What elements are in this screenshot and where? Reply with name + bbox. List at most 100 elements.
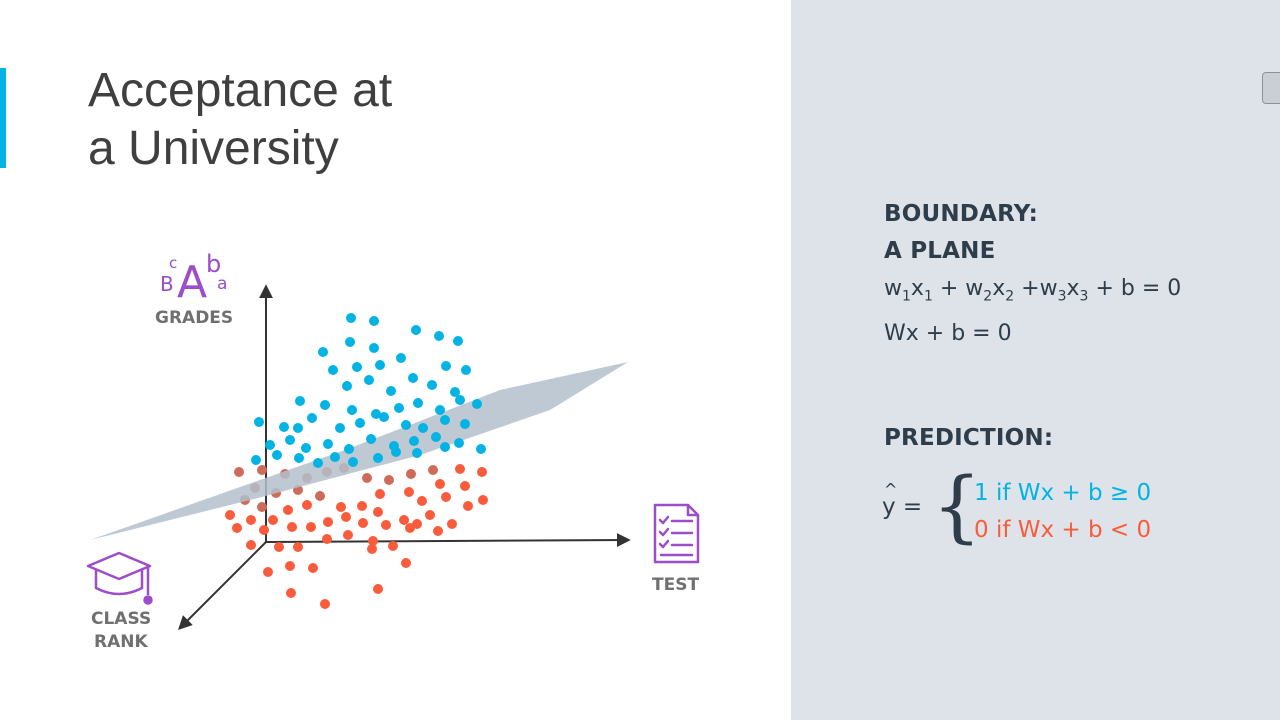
accepted-point <box>411 325 421 335</box>
accepted-point <box>472 399 482 409</box>
grade-letter-c: c <box>169 254 177 272</box>
accepted-point <box>408 373 418 383</box>
scatter-3d-diagram: B c A b a GRADES TEST CLASS RANK <box>86 250 700 652</box>
rejected-point <box>405 523 415 533</box>
rejected-point <box>315 491 325 501</box>
accepted-point <box>440 415 450 425</box>
rejected-point <box>246 540 256 550</box>
plane-equation-vector: Wx + b = 0 <box>884 321 1012 347</box>
rejected-point <box>447 519 457 529</box>
rejected-point <box>435 479 445 489</box>
graduation-cap-icon <box>86 551 153 605</box>
accepted-point <box>301 443 311 453</box>
slide-title-line1: Acceptance at <box>88 64 393 117</box>
rejected-point <box>287 522 297 532</box>
rejected-point <box>373 507 383 517</box>
accepted-point <box>455 395 465 405</box>
slide-title: Acceptance at a University <box>88 62 608 178</box>
rejected-point <box>357 501 367 511</box>
rejected-points <box>225 464 488 609</box>
rejected-point <box>234 467 244 477</box>
rejected-point <box>302 500 312 510</box>
rejected-point <box>257 502 267 512</box>
grades-icon: B c A b a <box>160 250 227 308</box>
accepted-point <box>330 452 340 462</box>
accent-bar <box>0 68 6 168</box>
rejected-point <box>417 496 427 506</box>
accepted-point <box>460 419 470 429</box>
rejected-point <box>401 558 411 568</box>
rejected-point <box>425 510 435 520</box>
curly-brace: { <box>932 462 982 552</box>
accepted-point <box>418 423 428 433</box>
accepted-point <box>412 448 422 458</box>
accepted-point <box>347 405 357 415</box>
boundary-heading-line1: BOUNDARY: <box>884 201 1039 227</box>
rejected-point <box>263 567 273 577</box>
corner-widget[interactable] <box>1262 72 1280 104</box>
accepted-point <box>342 381 352 391</box>
accepted-point <box>355 418 365 428</box>
rejected-point <box>368 536 378 546</box>
rejected-point <box>463 501 473 511</box>
accepted-point <box>375 360 385 370</box>
accepted-point <box>364 375 374 385</box>
accepted-point <box>307 413 317 423</box>
right-panel <box>791 0 1280 720</box>
rejected-point <box>373 584 383 594</box>
rejected-point <box>367 544 377 554</box>
test-document-icon <box>653 503 700 564</box>
accepted-point <box>391 447 401 457</box>
accepted-point <box>427 380 437 390</box>
prediction-case-reject: 0 if Wx + b < 0 <box>974 517 1152 543</box>
rejected-point <box>306 522 316 532</box>
accepted-point <box>328 365 338 375</box>
accepted-point <box>348 457 358 467</box>
accepted-point <box>346 313 356 323</box>
boundary-heading-line2: A PLANE <box>884 238 996 264</box>
class-rank-axis <box>178 541 267 630</box>
accepted-point <box>440 442 450 452</box>
accepted-point <box>461 365 471 375</box>
rejected-point <box>404 487 414 497</box>
accepted-point <box>454 438 464 448</box>
rejected-point <box>225 510 235 520</box>
accepted-point <box>295 396 305 406</box>
accepted-point <box>366 434 376 444</box>
rejected-point <box>341 512 351 522</box>
accepted-point <box>254 417 264 427</box>
slide-title-line2: a University <box>88 122 339 175</box>
rejected-point <box>323 517 333 527</box>
rejected-point <box>406 469 416 479</box>
rejected-point <box>293 542 303 552</box>
accepted-point <box>435 405 445 415</box>
rejected-point <box>375 489 385 499</box>
rejected-point <box>428 465 438 475</box>
rejected-point <box>433 526 443 536</box>
accepted-point <box>369 343 379 353</box>
prediction-section: PREDICTION: <box>884 420 1053 457</box>
rejected-point <box>286 588 296 598</box>
y-hat: y = <box>882 494 922 520</box>
accepted-point <box>265 440 275 450</box>
rejected-point <box>274 542 284 552</box>
rejected-point <box>358 518 368 528</box>
rejected-point <box>477 467 487 477</box>
grade-letter-a: a <box>217 274 227 294</box>
class-rank-label-line1: CLASS <box>91 609 151 629</box>
accepted-point <box>394 403 404 413</box>
rejected-point <box>362 473 372 483</box>
accepted-point <box>396 353 406 363</box>
accepted-point <box>413 398 423 408</box>
rejected-point <box>455 464 465 474</box>
rejected-point <box>399 515 409 525</box>
boundary-section: BOUNDARY: A PLANE w1x1 + w2x2 +w3x3 + b … <box>884 196 1181 352</box>
rejected-point <box>285 561 295 571</box>
accepted-point <box>450 387 460 397</box>
accepted-point <box>285 435 295 445</box>
rejected-point <box>320 599 330 609</box>
accepted-point <box>318 347 328 357</box>
prediction-heading: PREDICTION: <box>884 425 1054 451</box>
accepted-point <box>369 316 379 326</box>
accepted-point <box>251 455 261 465</box>
